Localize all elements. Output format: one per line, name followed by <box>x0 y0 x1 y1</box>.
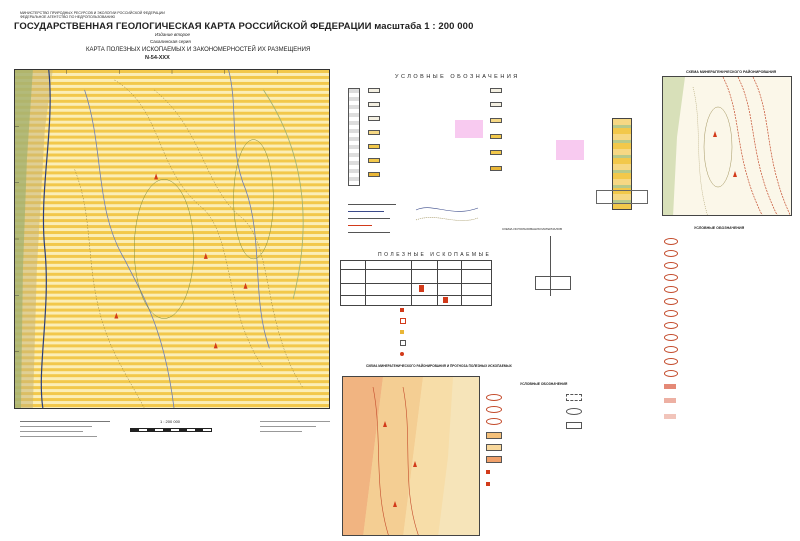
zone-ellipse-1 <box>133 179 195 319</box>
edition-label: Издание второе <box>155 32 190 37</box>
mineral-symbol-2 <box>203 252 208 259</box>
mineral-symbol-4 <box>213 342 218 349</box>
mineral-symbol-5 <box>243 282 248 289</box>
strat-column <box>612 118 632 210</box>
contour-3 <box>74 169 145 408</box>
scale-bar <box>130 428 212 432</box>
right-panel-drawing <box>663 77 791 215</box>
river-east <box>228 70 270 349</box>
legend-title: УСЛОВНЫЕ ОБОЗНАЧЕНИЯ <box>395 74 520 80</box>
legend-symbols-left <box>348 200 408 250</box>
mineral-symbol-1 <box>154 173 159 180</box>
river-secondary <box>84 89 175 408</box>
strat-column-box <box>596 190 648 204</box>
zone-ellipse-2 <box>233 139 274 260</box>
river-main <box>40 70 51 408</box>
bottom-legend-list <box>486 388 646 508</box>
schema-diagram <box>535 236 587 296</box>
contour-1 <box>114 79 264 369</box>
minerals-title: ПОЛЕЗНЫЕ ИСКОПАЕМЫЕ <box>378 252 492 258</box>
legend-symbols-mid <box>412 200 482 230</box>
bottom-minerageny-panel <box>342 376 480 536</box>
schema-label: СХЕМА ИСПОЛЬЗОВАНИЯ МАТЕРИАЛОВ <box>502 227 562 231</box>
main-geological-map <box>14 69 330 409</box>
legend-pink-note-2 <box>556 140 584 160</box>
bottom-legend-title: УСЛОВНЫЕ ОБОЗНАЧЕНИЯ <box>520 382 568 386</box>
legend-column-right <box>486 84 566 194</box>
right-legend-title: УСЛОВНЫЕ ОБОЗНАЧЕНИЯ <box>694 226 745 230</box>
map-title: КАРТА ПОЛЕЗНЫХ ИСКОПАЕМЫХ И ЗАКОНОМЕРНОС… <box>86 47 311 53</box>
legend-column-left <box>344 84 454 194</box>
contour-2 <box>153 89 304 389</box>
legend-pink-note <box>455 120 483 138</box>
minerals-table <box>340 260 492 306</box>
bottom-panel-title: СХЕМА МИНЕРАГЕНИЧЕСКОГО РАЙОНИРОВАНИЯ И … <box>366 364 512 368</box>
green-line-east <box>263 89 304 299</box>
ministry-line-2: ФЕДЕРАЛЬНОЕ АГЕНТСТВО ПО НЕДРОПОЛЬЗОВАНИ… <box>20 15 116 19</box>
page-title: ГОСУДАРСТВЕННАЯ ГЕОЛОГИЧЕСКАЯ КАРТА РОСС… <box>14 21 474 32</box>
sheet-number: N-54-XXX <box>145 55 170 61</box>
stripe-fill <box>15 70 329 408</box>
bottom-panel-drawing <box>343 377 479 535</box>
scale-label: 1 : 200 000 <box>160 419 181 424</box>
bottom-right-notes <box>260 418 330 438</box>
right-minerageny-panel <box>662 76 792 216</box>
bottom-left-notes <box>20 418 110 446</box>
right-panel-title: СХЕМА МИНЕРАГЕНИЧЕСКОГО РАЙОНИРОВАНИЯ <box>686 70 777 74</box>
main-map-drawing <box>15 70 329 408</box>
ministry-line-1: МИНИСТЕРСТВО ПРИРОДНЫХ РЕСУРСОВ И ЭКОЛОГ… <box>20 11 165 15</box>
right-legend-list <box>664 234 794 434</box>
coastal-band <box>15 70 33 408</box>
series-label: Сахалинская серия <box>150 39 191 44</box>
mineral-symbol-3 <box>114 312 119 319</box>
mineral-symbol-legend <box>400 306 460 356</box>
